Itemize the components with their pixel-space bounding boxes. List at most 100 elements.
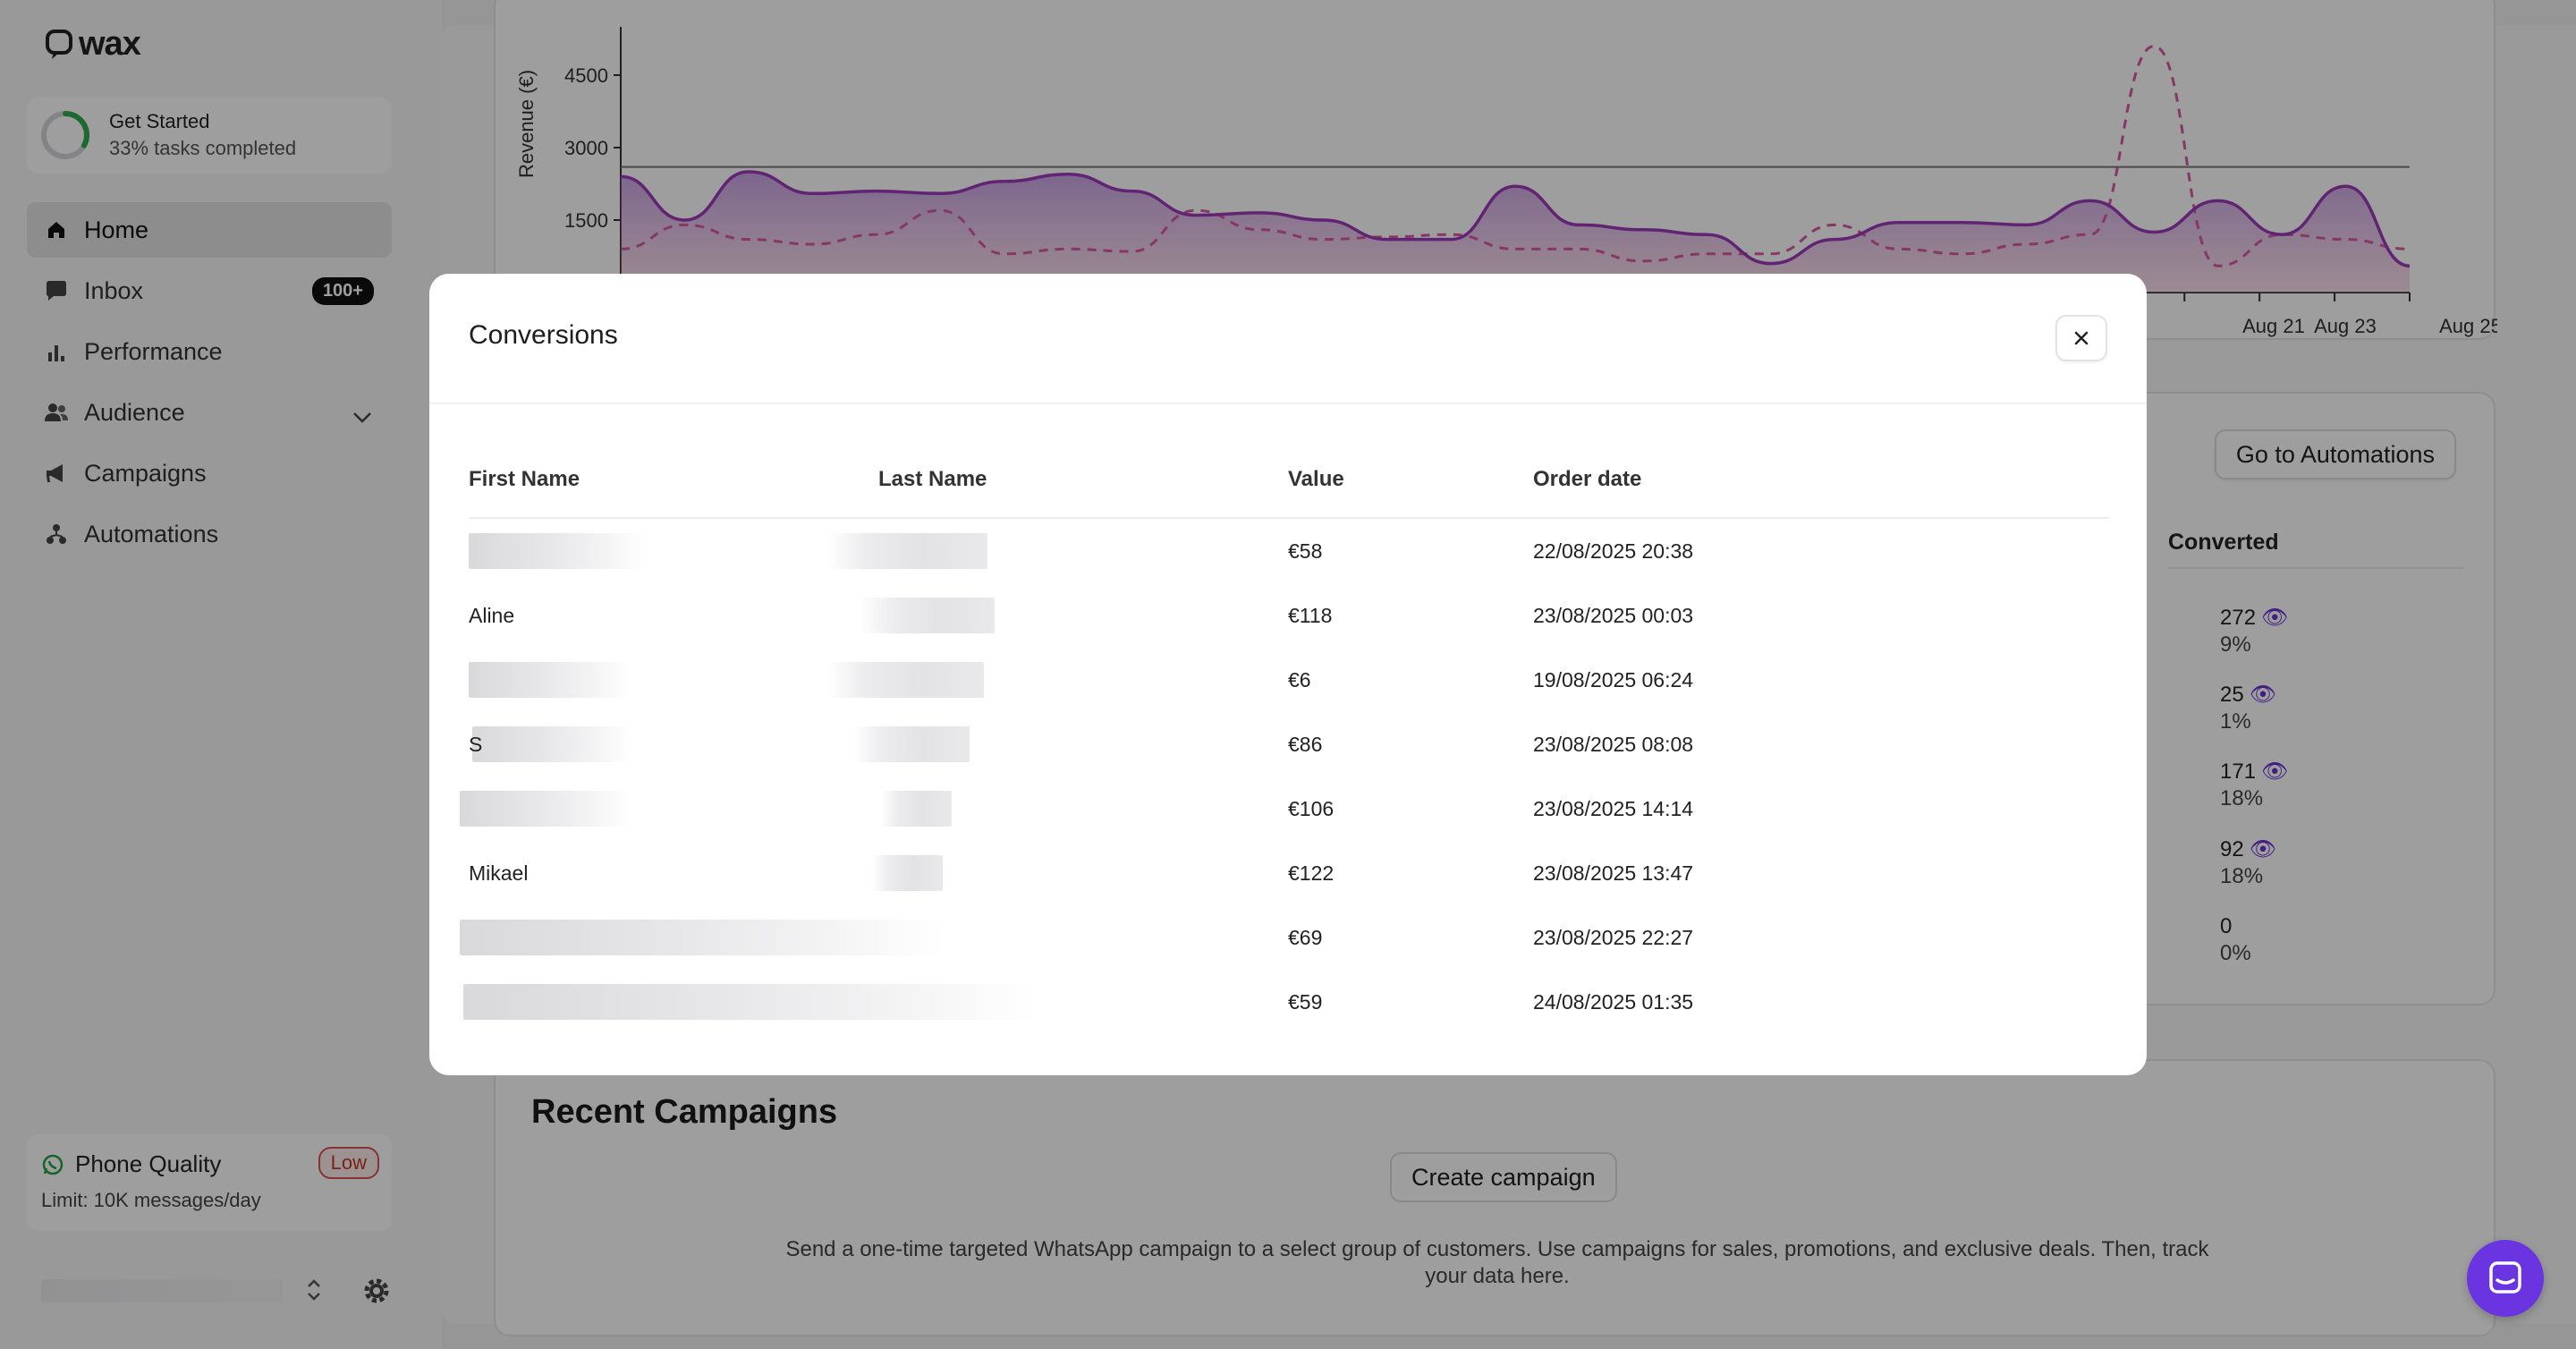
get-started-card[interactable]: Get Started 33% tasks completed (27, 97, 392, 174)
table-row[interactable]: Aline €118 23/08/2025 00:03 (469, 583, 2109, 648)
series-line-dashed (620, 45, 2411, 267)
value-cell: €86 (1288, 732, 1323, 756)
converted-percent: 1% (2220, 709, 2251, 734)
converted-percent: 18% (2220, 864, 2264, 888)
workspace-name-redacted (41, 1279, 283, 1302)
sidebar-item-label: Home (84, 216, 149, 243)
sidebar-item-label: Inbox (84, 276, 144, 304)
sidebar-item-audience[interactable]: Audience (27, 385, 392, 440)
x-tick-label: Aug 21 (2242, 315, 2305, 337)
converted-cell: 92 👁 18% (2220, 836, 2276, 890)
eye-icon[interactable]: 👁 (2249, 683, 2277, 707)
y-tick-label: 3000 (564, 137, 608, 159)
x-tick-label: Aug 25 (2439, 315, 2497, 337)
converted-cell: 171 👁 18% (2220, 759, 2289, 812)
converted-percent: 9% (2220, 632, 2251, 657)
eye-icon[interactable]: 👁 (2261, 606, 2289, 630)
table-row[interactable]: S €86 23/08/2025 08:08 (469, 712, 2109, 776)
redacted-last-name (853, 726, 970, 762)
redacted-first-name (469, 533, 648, 569)
redacted-last-name (860, 598, 995, 633)
create-campaign-button[interactable]: Create campaign (1390, 1152, 1617, 1202)
chat-bubble-icon (2489, 1261, 2521, 1294)
recent-campaigns-description: Send a one-time targeted WhatsApp campai… (785, 1237, 2209, 1288)
recent-campaigns-card: Recent Campaigns Create campaign Send a … (494, 1059, 2496, 1336)
sidebar-item-label: Campaigns (84, 459, 207, 487)
megaphone-icon (45, 462, 68, 485)
series-line-solid (620, 170, 2411, 268)
table-row[interactable]: €59 24/08/2025 01:35 (463, 970, 2109, 1034)
table-row[interactable]: €69 23/08/2025 22:27 (460, 905, 2109, 970)
whatsapp-icon (42, 1154, 64, 1175)
modal-title: Conversions (469, 320, 618, 350)
support-chat-button[interactable] (2467, 1240, 2544, 1317)
modal-header-divider (429, 403, 2147, 404)
revenue-area-fill (621, 172, 2410, 293)
y-tick-label: 4500 (564, 64, 608, 87)
table-header-divider (469, 517, 2109, 519)
table-row[interactable]: €106 23/08/2025 14:14 (460, 776, 2109, 841)
close-button[interactable] (2055, 315, 2107, 361)
column-header-value[interactable]: Value (1288, 467, 1344, 491)
sidebar-item-performance[interactable]: Performance (27, 324, 392, 379)
converted-count: 92 (2220, 837, 2244, 861)
order-date-cell: 24/08/2025 01:35 (1533, 989, 1694, 1014)
value-cell: €59 (1288, 989, 1323, 1014)
sidebar-item-inbox[interactable]: Inbox 100+ (27, 263, 392, 318)
redacted-first-name (469, 662, 630, 698)
go-to-automations-button[interactable]: Go to Automations (2214, 429, 2456, 479)
sidebar-item-label: Audience (84, 398, 185, 426)
converted-cell: 25 👁 1% (2220, 682, 2276, 735)
sidebar-item-automations[interactable]: Automations (27, 506, 392, 562)
first-name-cell: Mikael (469, 861, 529, 885)
value-cell: €58 (1288, 539, 1323, 563)
inbox-count-badge: 100+ (311, 276, 374, 305)
converted-cell: 272 👁 9% (2220, 605, 2289, 658)
sidebar-item-label: Automations (84, 520, 219, 547)
value-cell: €122 (1288, 861, 1335, 885)
gear-icon[interactable] (361, 1276, 392, 1311)
users-icon (45, 401, 68, 424)
sidebar: wax Get Started 33% tasks completed Home… (0, 0, 442, 1349)
app-logo[interactable]: wax (45, 25, 141, 64)
bar-chart-icon (45, 340, 68, 363)
value-cell: €106 (1288, 796, 1335, 820)
redacted-last-name (880, 791, 952, 827)
eye-icon[interactable]: 👁 (2261, 759, 2289, 784)
column-header-order-date[interactable]: Order date (1533, 467, 1642, 491)
chevron-down-icon[interactable] (352, 403, 372, 430)
sidebar-item-campaigns[interactable]: Campaigns (27, 445, 392, 501)
phone-quality-limit: Limit: 10K messages/day (41, 1189, 261, 1211)
order-date-cell: 19/08/2025 06:24 (1533, 667, 1694, 691)
close-icon (2074, 331, 2089, 345)
redacted-last-name (826, 662, 984, 698)
eye-icon[interactable]: 👁 (2249, 837, 2277, 861)
order-date-cell: 23/08/2025 08:08 (1533, 732, 1694, 756)
column-header-last-name[interactable]: Last Name (878, 467, 987, 491)
chevron-up-down-icon[interactable] (306, 1277, 322, 1309)
first-name-cell: Aline (469, 603, 515, 627)
value-cell: €118 (1288, 603, 1333, 627)
phone-quality-status-badge: Low (318, 1147, 379, 1179)
phone-quality-card[interactable]: Phone Quality Low Limit: 10K messages/da… (27, 1134, 392, 1231)
sidebar-item-label: Performance (84, 337, 223, 365)
get-started-subtitle: 33% tasks completed (109, 137, 297, 159)
logo-text: wax (79, 25, 141, 63)
redacted-first-name (460, 791, 630, 827)
workspace-switcher[interactable] (27, 1268, 392, 1315)
order-date-cell: 23/08/2025 22:27 (1533, 925, 1694, 949)
home-icon (45, 218, 68, 242)
recent-campaigns-title: Recent Campaigns (531, 1093, 838, 1131)
sidebar-item-home[interactable]: Home (27, 202, 392, 258)
value-cell: €69 (1288, 925, 1323, 949)
converted-count: 25 (2220, 683, 2244, 707)
redacted-last-name (871, 855, 943, 891)
column-header-first-name[interactable]: First Name (469, 467, 580, 491)
table-row[interactable]: €58 22/08/2025 20:38 (469, 519, 2109, 583)
automation-icon (45, 522, 68, 546)
table-row[interactable]: €6 19/08/2025 06:24 (469, 648, 2109, 712)
redacted-first-name (463, 984, 1036, 1020)
converted-count: 171 (2220, 759, 2257, 784)
table-row[interactable]: Mikael €122 23/08/2025 13:47 (469, 841, 2109, 905)
conversions-modal: Conversions First Name Last Name Value O… (429, 274, 2147, 1075)
